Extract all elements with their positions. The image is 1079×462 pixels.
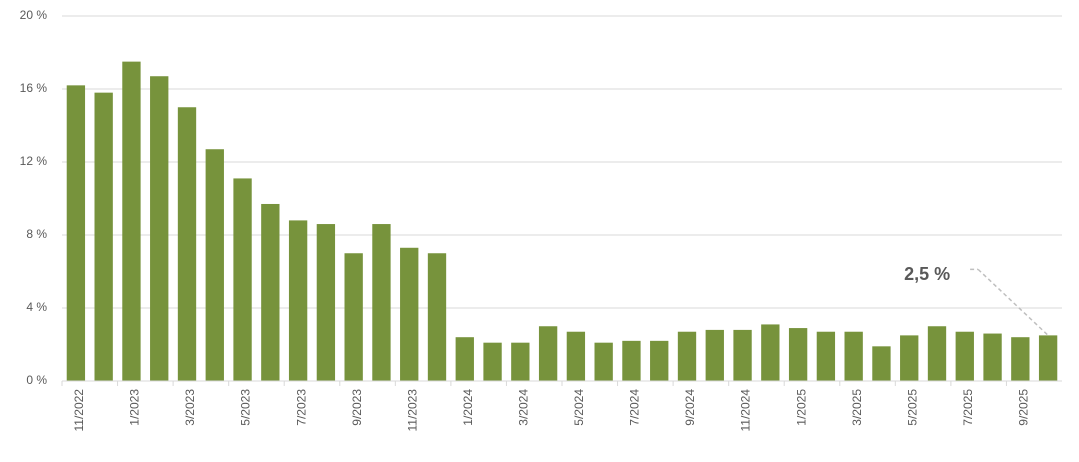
bar bbox=[622, 340, 641, 381]
x-tick-label: 11/2022 bbox=[72, 389, 86, 432]
bar bbox=[233, 178, 252, 381]
x-tick-label: 9/2023 bbox=[350, 389, 364, 426]
x-tick-label: 9/2025 bbox=[1017, 389, 1031, 426]
bar bbox=[205, 149, 224, 381]
bar bbox=[455, 337, 474, 381]
y-tick-label: 4 % bbox=[26, 300, 47, 314]
bar bbox=[316, 224, 336, 381]
bar bbox=[955, 331, 974, 381]
x-tick-label: 7/2024 bbox=[628, 389, 642, 426]
bar bbox=[650, 340, 669, 381]
bar bbox=[844, 331, 863, 381]
x-tick-label: 7/2023 bbox=[294, 389, 308, 426]
bar bbox=[261, 203, 280, 381]
bar bbox=[66, 85, 86, 381]
bar bbox=[538, 326, 558, 381]
x-tick-label: 5/2023 bbox=[239, 389, 253, 426]
bar bbox=[344, 253, 363, 381]
bar bbox=[483, 342, 502, 381]
y-tick-label: 20 % bbox=[20, 8, 48, 22]
bar bbox=[705, 329, 724, 381]
x-tick-label: 9/2024 bbox=[683, 389, 697, 426]
bar bbox=[677, 331, 697, 381]
bar bbox=[1038, 335, 1058, 381]
bar bbox=[983, 333, 1002, 381]
bar bbox=[372, 224, 391, 381]
bar bbox=[872, 346, 891, 381]
x-tick-label: 11/2023 bbox=[405, 389, 419, 432]
bar bbox=[733, 329, 752, 381]
x-tick-label: 3/2025 bbox=[850, 389, 864, 426]
x-tick-label: 1/2023 bbox=[128, 389, 142, 426]
x-tick-label: 3/2023 bbox=[183, 389, 197, 426]
x-tick-label: 5/2025 bbox=[905, 389, 919, 426]
bar bbox=[566, 331, 586, 381]
x-tick-label: 1/2025 bbox=[794, 389, 808, 426]
bar bbox=[927, 326, 947, 381]
bar bbox=[594, 342, 613, 381]
y-tick-label: 0 % bbox=[26, 373, 47, 387]
bar bbox=[122, 61, 141, 381]
bar bbox=[177, 107, 197, 381]
bar bbox=[788, 328, 808, 381]
y-tick-label: 16 % bbox=[20, 81, 48, 95]
bar bbox=[511, 342, 530, 381]
y-tick-label: 8 % bbox=[26, 227, 47, 241]
x-tick-label: 11/2024 bbox=[739, 389, 753, 432]
bar bbox=[761, 324, 780, 381]
x-tick-label: 7/2025 bbox=[961, 389, 975, 426]
bar bbox=[816, 331, 836, 381]
x-tick-label: 1/2024 bbox=[461, 389, 475, 426]
bar bbox=[900, 335, 919, 381]
x-tick-label: 5/2024 bbox=[572, 389, 586, 426]
bar bbox=[427, 253, 447, 381]
bar bbox=[400, 247, 419, 381]
bar bbox=[94, 92, 113, 382]
value-label: 2,5 % bbox=[904, 264, 950, 284]
bar bbox=[288, 220, 308, 381]
bar bbox=[150, 76, 169, 381]
y-tick-label: 12 % bbox=[20, 154, 48, 168]
annotation-leader bbox=[977, 268, 1049, 336]
x-tick-label: 3/2024 bbox=[517, 389, 531, 426]
bar bbox=[1011, 337, 1030, 381]
